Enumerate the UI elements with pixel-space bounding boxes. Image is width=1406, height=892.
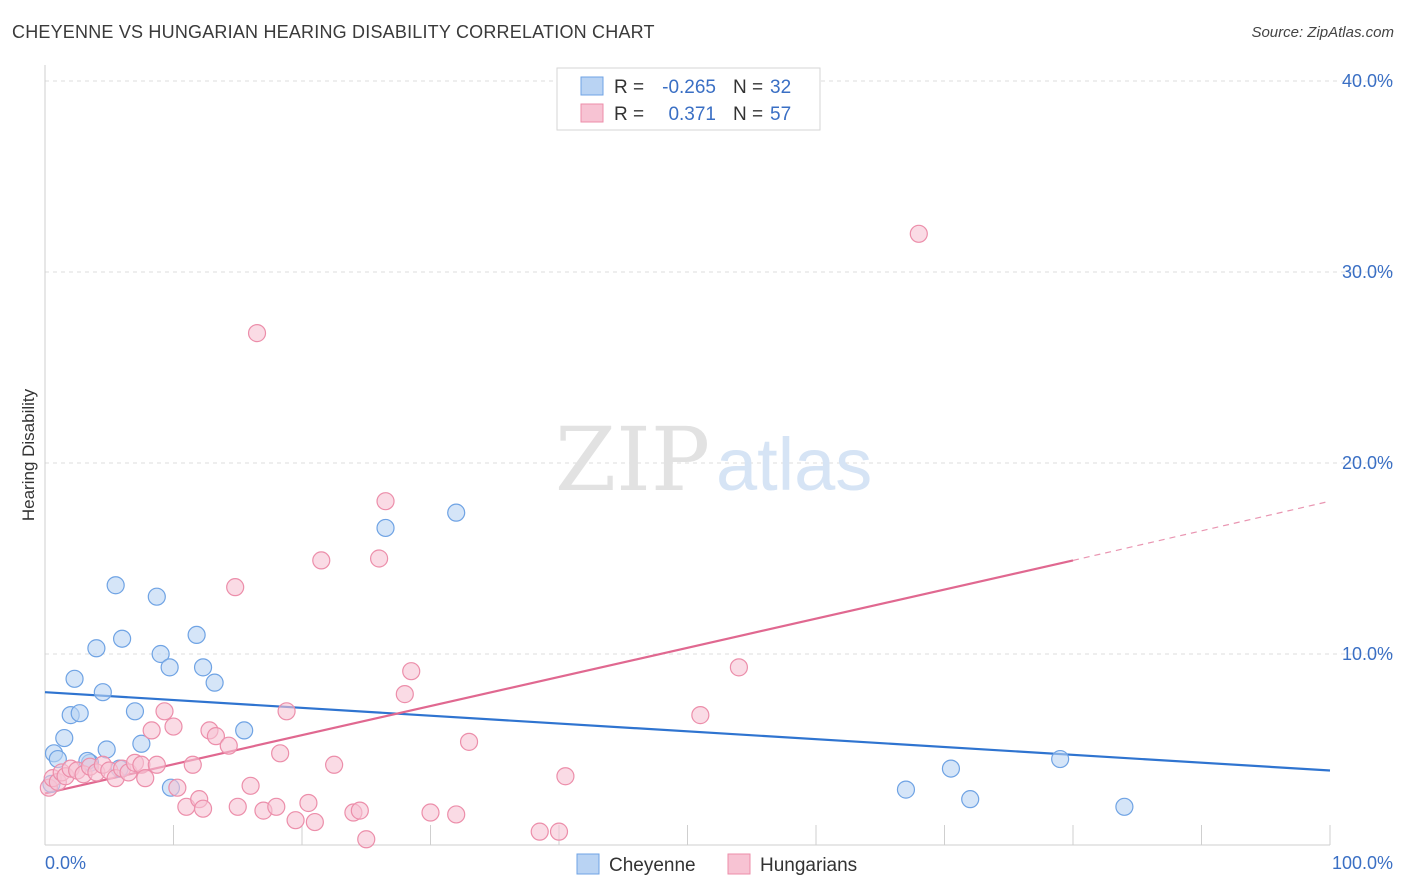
correlation-legend: R = -0.265 N = 32 R = 0.371 N = 57: [556, 67, 821, 131]
point-cheyenne-6: [70, 704, 89, 723]
series-legend-swatch-hungarians: [727, 853, 751, 875]
y-axis-label: Hearing Disability: [19, 388, 38, 521]
series-legend-swatch-cheyenne: [576, 853, 600, 875]
point-hungarians-29: [219, 736, 238, 755]
point-hungarians-24: [183, 755, 202, 774]
x-tick-label-min: 0.0%: [45, 853, 86, 873]
legend-r-label-2: R =: [614, 104, 644, 125]
chart-title: CHEYENNE VS HUNGARIAN HEARING DISABILITY…: [12, 22, 655, 42]
point-hungarians-30: [226, 578, 245, 597]
legend-r-value-2: 0.371: [668, 104, 716, 125]
point-cheyenne-22: [205, 673, 224, 692]
point-cheyenne-10: [97, 740, 116, 759]
y-tick-label-40: 40.0%: [1342, 71, 1393, 91]
point-cheyenne-25: [447, 503, 466, 522]
point-cheyenne-27: [941, 759, 961, 778]
point-cheyenne-18: [160, 658, 179, 677]
point-cheyenne-24: [376, 518, 395, 538]
point-hungarians-32: [241, 776, 260, 795]
point-cheyenne-23: [235, 721, 254, 740]
point-hungarians-52: [459, 732, 479, 751]
point-hungarians-20: [155, 702, 174, 721]
point-cheyenne-11: [106, 576, 125, 595]
series-cheyenne: [42, 503, 1134, 816]
point-hungarians-21: [164, 717, 183, 736]
legend-n-label-1: N =: [733, 77, 763, 98]
legend-n-value-1: 32: [770, 77, 791, 98]
point-hungarians-54: [549, 822, 569, 841]
point-hungarians-44: [350, 801, 369, 820]
y-tick-label-10: 10.0%: [1342, 644, 1393, 664]
point-hungarians-28: [206, 727, 226, 746]
point-hungarians-22: [168, 778, 187, 797]
watermark-atlas: atlas: [716, 423, 872, 506]
series-legend-label-cheyenne: Cheyenne: [609, 855, 696, 876]
point-hungarians-26: [193, 799, 213, 818]
trend-line-cheyenne: [44, 691, 1331, 772]
point-cheyenne-13: [112, 629, 132, 648]
point-hungarians-55: [556, 767, 575, 786]
point-hungarians-40: [305, 812, 324, 832]
legend-swatch-hungarians: [580, 103, 604, 123]
point-cheyenne-17: [151, 644, 170, 664]
point-hungarians-17: [136, 769, 155, 788]
trend-line-hungarians-extension: [1072, 500, 1331, 561]
legend-r-label-1: R =: [614, 77, 644, 98]
point-hungarians-53: [530, 822, 549, 841]
point-hungarians-37: [277, 702, 296, 721]
source-label: Source: ZipAtlas.com: [1251, 24, 1394, 41]
point-hungarians-56: [691, 706, 710, 725]
point-hungarians-51: [447, 805, 466, 824]
point-hungarians-58: [909, 224, 928, 243]
legend-swatch-cheyenne: [580, 76, 604, 96]
point-cheyenne-30: [1115, 797, 1134, 816]
point-cheyenne-16: [147, 587, 166, 606]
watermark: ZIP atlas: [555, 408, 872, 511]
point-cheyenne-3: [55, 728, 74, 748]
legend-r-value-1: -0.265: [662, 77, 716, 98]
point-hungarians-33: [247, 324, 267, 343]
series-legend: Cheyenne Hungarians: [576, 853, 857, 876]
trend-line-hungarians: [44, 559, 1074, 795]
point-hungarians-42: [325, 755, 344, 774]
point-hungarians-48: [395, 685, 414, 704]
point-cheyenne-26: [896, 780, 916, 799]
y-tick-label-20: 20.0%: [1342, 453, 1393, 473]
point-hungarians-31: [228, 797, 247, 816]
point-cheyenne-28: [961, 790, 980, 809]
point-hungarians-36: [271, 744, 290, 763]
point-hungarians-19: [147, 755, 166, 774]
x-tick-label-max: 100.0%: [1332, 853, 1393, 873]
point-cheyenne-29: [1051, 749, 1070, 769]
point-hungarians-50: [421, 803, 440, 822]
point-hungarians-35: [267, 797, 286, 816]
point-cheyenne-14: [125, 702, 145, 721]
data-points: [39, 224, 1134, 849]
trend-lines: [44, 500, 1331, 795]
tick-labels: 10.0% 20.0% 30.0% 40.0% 0.0% 100.0%: [45, 71, 1393, 873]
point-cheyenne-9: [93, 683, 112, 702]
point-cheyenne-21: [193, 658, 213, 677]
watermark-zip: ZIP: [555, 408, 710, 511]
point-hungarians-39: [299, 793, 318, 813]
series-legend-label-hungarians: Hungarians: [760, 855, 857, 876]
point-cheyenne-8: [87, 639, 106, 658]
legend-n-value-2: 57: [770, 104, 791, 125]
legend-n-label-2: N =: [733, 104, 763, 125]
y-tick-label-30: 30.0%: [1342, 262, 1393, 282]
point-cheyenne-5: [65, 669, 84, 688]
point-hungarians-41: [312, 551, 331, 570]
point-cheyenne-20: [187, 625, 206, 645]
point-hungarians-18: [142, 721, 161, 740]
point-hungarians-45: [357, 830, 376, 849]
point-hungarians-57: [729, 658, 749, 677]
point-hungarians-47: [376, 492, 395, 511]
gridlines: [45, 80, 1393, 655]
point-hungarians-49: [402, 662, 421, 681]
point-cheyenne-15: [132, 734, 151, 753]
point-hungarians-46: [370, 549, 389, 568]
series-hungarians: [39, 224, 928, 849]
point-hungarians-38: [286, 811, 305, 830]
